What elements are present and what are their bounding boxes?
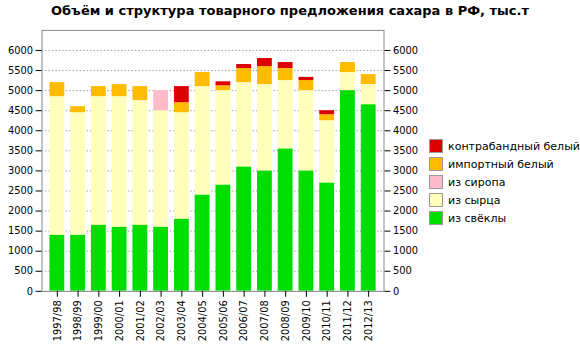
svg-text:4000: 4000 — [8, 125, 33, 136]
svg-text:2003/04: 2003/04 — [176, 300, 187, 341]
svg-text:1000: 1000 — [393, 245, 418, 256]
svg-text:2011/12: 2011/12 — [342, 300, 353, 341]
svg-text:5500: 5500 — [393, 65, 418, 76]
svg-text:2000: 2000 — [393, 205, 418, 216]
svg-text:2500: 2500 — [8, 185, 33, 196]
svg-text:500: 500 — [393, 265, 412, 276]
svg-text:5500: 5500 — [8, 65, 33, 76]
svg-text:0: 0 — [393, 286, 399, 297]
svg-text:3000: 3000 — [8, 165, 33, 176]
svg-text:1999/00: 1999/00 — [93, 300, 104, 341]
svg-text:2009/10: 2009/10 — [301, 300, 312, 341]
svg-text:5000: 5000 — [393, 85, 418, 96]
html-text:Объём и структура товарного пр: Объём и структура товарного предложения … — [51, 3, 529, 18]
svg-text:1500: 1500 — [8, 225, 33, 236]
svg-text:3500: 3500 — [393, 145, 418, 156]
svg-text:5000: 5000 — [8, 85, 33, 96]
svg-text:6000: 6000 — [393, 45, 418, 56]
svg-text:2004/05: 2004/05 — [197, 300, 208, 341]
svg-text:2010/11: 2010/11 — [321, 300, 332, 341]
svg-text:6000: 6000 — [8, 45, 33, 56]
svg-text:3000: 3000 — [393, 165, 418, 176]
svg-text:1500: 1500 — [393, 225, 418, 236]
svg-text:2002/03: 2002/03 — [155, 300, 166, 341]
svg-text:1998/99: 1998/99 — [72, 300, 83, 341]
svg-text:2008/09: 2008/09 — [280, 300, 291, 341]
svg-text:4500: 4500 — [393, 105, 418, 116]
svg-text:2500: 2500 — [393, 185, 418, 196]
html-text:импортный белый: импортный белый — [448, 157, 554, 171]
svg-text:4500: 4500 — [8, 105, 33, 116]
svg-text:2006/07: 2006/07 — [238, 300, 249, 341]
svg-text:3500: 3500 — [8, 145, 33, 156]
svg-text:0: 0 — [27, 286, 33, 297]
html-text:из сиропа: из сиропа — [448, 175, 506, 189]
svg-text:2007/08: 2007/08 — [259, 300, 270, 341]
svg-text:1997/98: 1997/98 — [51, 300, 62, 341]
svg-text:1000: 1000 — [8, 245, 33, 256]
svg-text:4000: 4000 — [393, 125, 418, 136]
svg-text:500: 500 — [14, 265, 33, 276]
html-text:из свёклы: из свёклы — [448, 211, 507, 225]
svg-text:2012/13: 2012/13 — [363, 300, 374, 341]
svg-text:2000: 2000 — [8, 205, 33, 216]
svg-text:2000/01: 2000/01 — [114, 300, 125, 341]
html-text:из сырца: из сырца — [448, 193, 501, 207]
svg-text:2005/06: 2005/06 — [218, 300, 229, 341]
svg-text:2001/02: 2001/02 — [135, 300, 146, 341]
html-text:контрабандный белый: контрабандный белый — [448, 139, 580, 153]
